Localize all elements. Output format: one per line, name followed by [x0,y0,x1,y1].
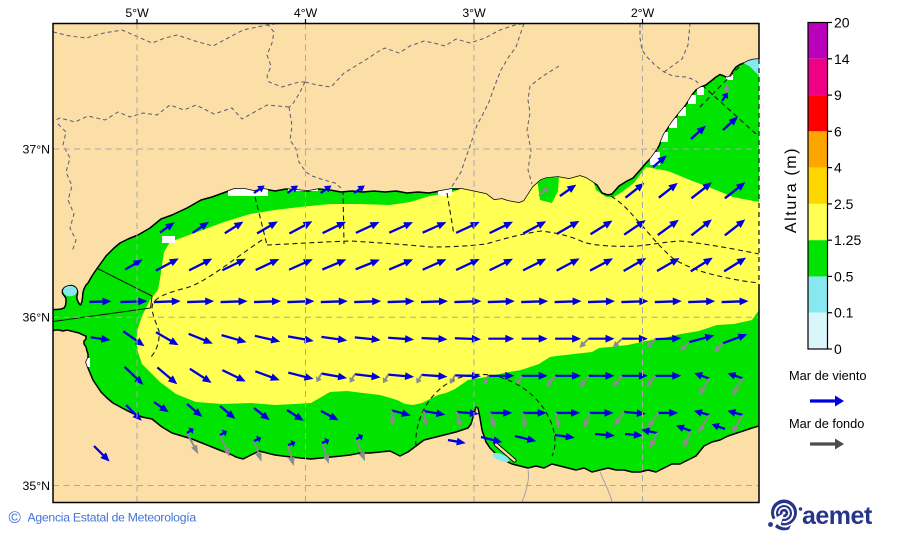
svg-text:Mar de viento: Mar de viento [789,368,867,383]
svg-text:9: 9 [834,87,842,103]
svg-text:©: © [9,508,22,527]
svg-text:20: 20 [834,15,850,31]
svg-text:3°W: 3°W [462,6,486,20]
svg-text:36°N: 36°N [23,311,50,325]
svg-text:6: 6 [834,123,842,139]
svg-text:2.5: 2.5 [834,196,854,212]
svg-text:5°W: 5°W [125,6,149,20]
svg-text:0: 0 [834,341,842,357]
svg-text:Mar de fondo: Mar de fondo [789,416,864,431]
svg-text:35°N: 35°N [23,479,50,493]
svg-text:4°W: 4°W [294,6,318,20]
svg-text:2°W: 2°W [631,6,655,20]
svg-text:4: 4 [834,160,842,176]
svg-text:37°N: 37°N [23,143,50,157]
svg-text:Altura (m): Altura (m) [783,147,800,233]
svg-text:0.5: 0.5 [834,268,854,284]
svg-text:Agencia Estatal de Meteorologí: Agencia Estatal de Meteorología [28,511,197,525]
svg-text:aemet: aemet [802,502,873,530]
svg-text:0.1: 0.1 [834,305,854,321]
svg-text:1.25: 1.25 [834,232,861,248]
svg-text:14: 14 [834,51,850,67]
